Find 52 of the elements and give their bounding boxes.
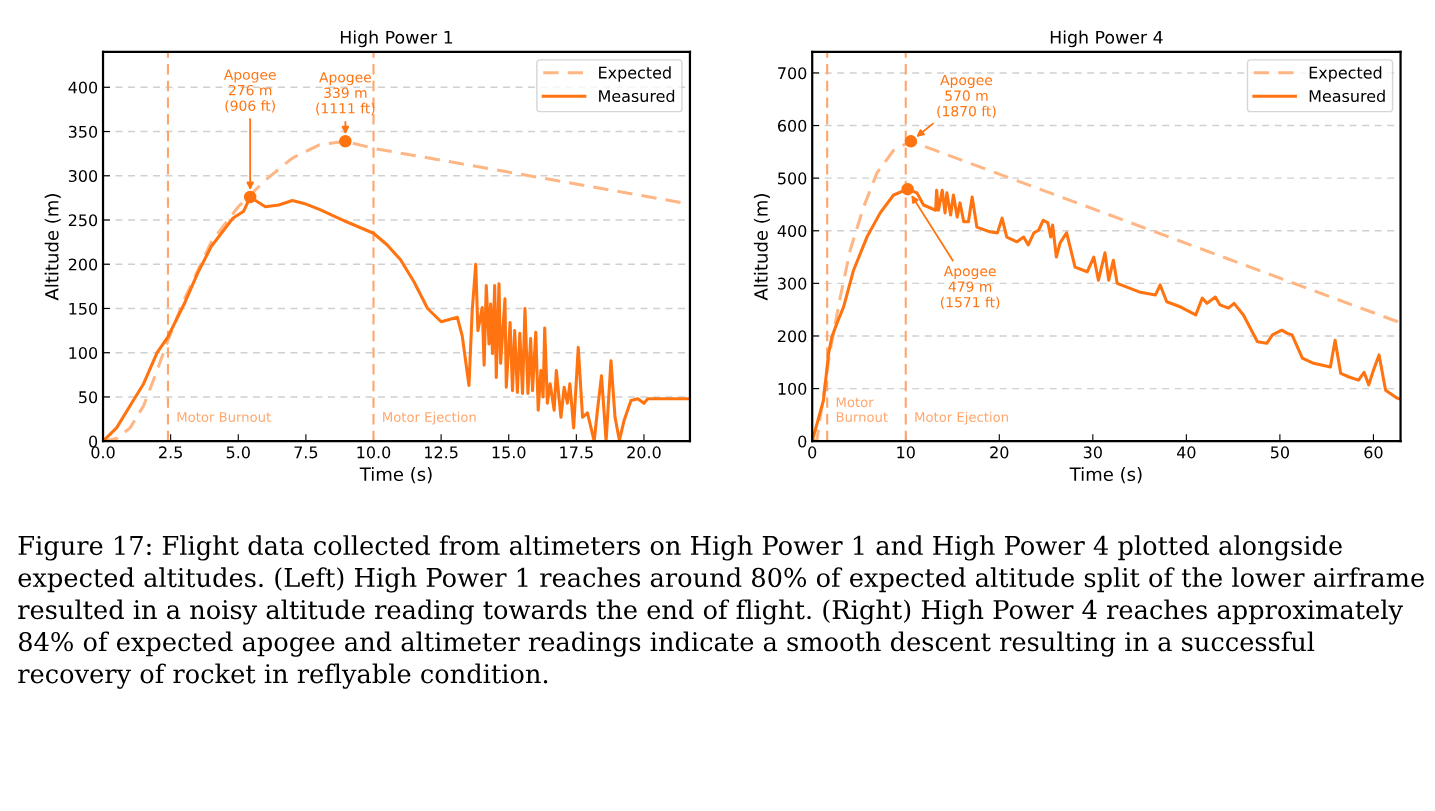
ref-line-label: Motor Ejection (915, 411, 1008, 425)
y-tick-label: 100 (69, 346, 98, 360)
annotation: Apogee 570 m (1870 ft) (937, 74, 996, 119)
y-tick-label: 400 (777, 224, 807, 238)
y-tick-label: 350 (68, 125, 98, 138)
y-tick-label: 250 (68, 214, 98, 227)
x-tick-label: 12.5 (425, 446, 458, 459)
x-tick-label: 5.0 (226, 446, 250, 459)
y-tick-label: 500 (778, 172, 807, 185)
ref-line-label: Motor Burnout (836, 397, 888, 422)
x-tick-label: 15.0 (492, 446, 526, 459)
y-tick-label: 400 (68, 81, 98, 94)
ref-line-label: Motor Burnout (177, 412, 271, 422)
x-tick-label: 7.5 (294, 446, 318, 459)
x-tick-label: 0.0 (91, 446, 115, 459)
ref-line-label: Motor Ejection (383, 411, 476, 425)
x-tick-label: 10.0 (357, 446, 391, 459)
annotation: Apogee 276 m (906 ft) (223, 69, 276, 113)
chart-title: High Power 4 (1050, 30, 1163, 48)
x-tick-label: 20 (990, 446, 1009, 459)
y-tick-label: 200 (778, 330, 807, 343)
x-tick-label: 10 (897, 446, 915, 459)
y-tick-label: 100 (778, 382, 807, 395)
x-tick-label: 50 (1270, 446, 1289, 459)
legend-label: Measured (599, 89, 675, 103)
y-axis-title: Altitude (m) (44, 194, 61, 301)
annotation: Apogee 339 m (1111 ft) (316, 72, 375, 116)
x-tick-label: 0 (808, 446, 817, 459)
x-tick-label: 17.5 (560, 446, 593, 459)
y-tick-label: 300 (68, 169, 98, 183)
chart-title: High Power 1 (340, 30, 453, 48)
legend-label: Expected (1309, 66, 1382, 82)
caption: Figure 17: Flight data collected from altimeters on High Power 1 and High Power 4 plotted alongside expected altitudes. (Left) High Power 1 reaches around 80% of expected altitude split of the lower airframe resulted in a noisy altitude reading towards the end of flight. (Right) High Power 4 reaches approximately 84% of expected apogee and altimeter readings indicate a smooth descent resulting in a successful recovery of rocket in reflyable condition. (18, 535, 1424, 689)
x-tick-label: 20.0 (627, 446, 661, 459)
x-axis-title: Time (s) (359, 467, 432, 484)
y-tick-label: 700 (778, 67, 807, 80)
y-tick-label: 50 (79, 391, 98, 404)
y-tick-label: 300 (778, 277, 807, 290)
y-tick-label: 600 (777, 119, 807, 132)
legend-label: Measured (1309, 89, 1385, 103)
x-tick-label: 2.5 (159, 446, 182, 459)
x-tick-label: 60 (1364, 446, 1383, 459)
y-tick-label: 200 (68, 258, 98, 271)
x-tick-label: 30 (1083, 446, 1102, 459)
y-tick-label: 0 (798, 435, 807, 448)
x-axis-title: Time (s) (1069, 467, 1142, 484)
y-tick-label: 150 (69, 302, 98, 315)
x-tick-label: 40 (1176, 446, 1196, 459)
y-tick-label: 0 (89, 435, 98, 448)
y-axis-title: Altitude (m) (753, 194, 770, 301)
annotation: Apogee 479 m (1571 ft) (940, 266, 1000, 310)
legend-label: Expected (599, 66, 671, 82)
